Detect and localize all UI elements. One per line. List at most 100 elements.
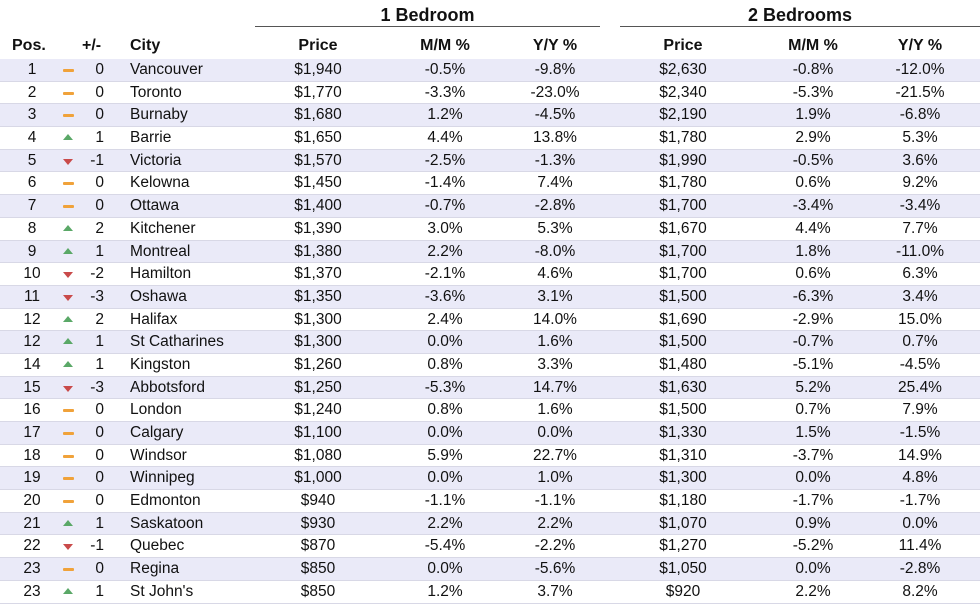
city-cell: Kitchener bbox=[130, 219, 196, 237]
mm-1bed-cell: 4.4% bbox=[427, 129, 463, 147]
table-row: 4 1 Barrie $1,650 4.4% 13.8% $1,780 2.9% 5.3% bbox=[0, 127, 980, 150]
yy-1bed-cell: 14.0% bbox=[533, 310, 577, 328]
price-1bed-cell: $1,370 bbox=[294, 265, 342, 283]
mm-1bed-cell: -0.5% bbox=[424, 61, 466, 78]
table-row: 16 0 London $1,240 0.8% 1.6% $1,500 0.7% 7.9% bbox=[0, 399, 980, 422]
yy-1bed-cell: 1.6% bbox=[537, 333, 573, 351]
dash-icon bbox=[60, 172, 76, 194]
price-1bed-cell: $870 bbox=[300, 537, 336, 555]
price-2bed-cell: $1,670 bbox=[659, 219, 707, 237]
table-row: 1 0 Vancouver $1,940 -0.5% -9.8% $2,630 -0.8% -1… bbox=[0, 59, 980, 82]
up-triangle-icon bbox=[60, 513, 76, 535]
dash-icon bbox=[60, 104, 76, 126]
position-cell: 23 bbox=[23, 582, 41, 600]
yy-1bed-cell: -1.1% bbox=[534, 492, 576, 510]
yy-2bed-cell: 15.0% bbox=[898, 310, 942, 328]
position-cell: 2 bbox=[27, 83, 37, 101]
table-row: 11 -3 Oshawa $1,350 -3.6% 3.1% $1,500 -6.3% 3.4% bbox=[0, 285, 980, 309]
mm-1bed-cell: 0.0% bbox=[427, 560, 463, 578]
yy-2bed-cell: -3.4% bbox=[899, 197, 941, 215]
mm-1bed-cell: 0.0% bbox=[427, 424, 463, 441]
city-cell: St John's bbox=[130, 582, 194, 600]
price-2bed-cell: $1,310 bbox=[659, 446, 707, 464]
yy-1bed-cell: 4.6% bbox=[537, 265, 573, 283]
mm-1bed-cell: 0.8% bbox=[427, 401, 463, 419]
change-cell: -1 bbox=[90, 151, 104, 169]
change-cell: 0 bbox=[95, 197, 104, 215]
mm-1bed-cell: 5.9% bbox=[427, 446, 463, 464]
mm-2bed-cell: -3.4% bbox=[792, 197, 834, 215]
price-2bed-cell: $1,780 bbox=[659, 129, 707, 147]
mm-2bed-cell: -0.7% bbox=[792, 333, 834, 351]
change-cell: -3 bbox=[90, 378, 104, 396]
city-cell: Abbotsford bbox=[130, 378, 205, 396]
yy-1bed-cell: -2.8% bbox=[534, 197, 576, 215]
table-row: 14 1 Kingston $1,260 0.8% 3.3% $1,480 -5.1% -4.5… bbox=[0, 354, 980, 377]
price-2bed-cell: $2,190 bbox=[659, 106, 707, 124]
city-cell: Edmonton bbox=[130, 492, 201, 510]
mm-2bed-cell: -5.1% bbox=[792, 355, 834, 373]
one-bedroom-group-header: 1 Bedroom bbox=[255, 4, 600, 27]
mm-2bed-cell: 0.7% bbox=[795, 401, 831, 419]
yy-1bed-cell: 5.3% bbox=[537, 219, 573, 237]
mm-1bed-header: M/M % bbox=[420, 37, 470, 54]
mm-2bed-header: M/M % bbox=[788, 37, 838, 54]
mm-2bed-cell: -0.5% bbox=[792, 151, 834, 169]
mm-1bed-cell: 2.2% bbox=[427, 242, 463, 260]
price-2bed-header: Price bbox=[663, 37, 703, 54]
table-row: 3 0 Burnaby $1,680 1.2% -4.5% $2,190 1.9% -6.8% bbox=[0, 104, 980, 128]
mm-1bed-cell: -3.3% bbox=[424, 83, 466, 101]
price-1bed-cell: $1,250 bbox=[294, 378, 342, 396]
yy-2bed-cell: 5.3% bbox=[902, 129, 938, 147]
price-1bed-cell: $940 bbox=[300, 492, 336, 510]
table-row: 8 2 Kitchener $1,390 3.0% 5.3% $1,670 4.4% 7.7% bbox=[0, 218, 980, 241]
mm-1bed-cell: -1.4% bbox=[424, 174, 466, 192]
table-row: 18 0 Windsor $1,080 5.9% 22.7% $1,310 -3.7% 14.9… bbox=[0, 445, 980, 468]
price-2bed-cell: $920 bbox=[665, 582, 701, 600]
yy-1bed-cell: 7.4% bbox=[537, 174, 573, 192]
yy-1bed-header: Y/Y % bbox=[532, 37, 578, 54]
yy-2bed-cell: 7.7% bbox=[902, 219, 938, 237]
mm-2bed-cell: 1.5% bbox=[795, 424, 831, 441]
dash-icon bbox=[60, 59, 76, 81]
price-1bed-cell: $1,100 bbox=[294, 424, 342, 441]
change-cell: 0 bbox=[95, 61, 104, 78]
up-triangle-icon bbox=[60, 331, 76, 353]
mm-2bed-cell: 0.6% bbox=[795, 265, 831, 283]
table-row: 21 1 Saskatoon $930 2.2% 2.2% $1,070 0.9% 0.0% bbox=[0, 512, 980, 536]
dash-icon bbox=[60, 558, 76, 580]
city-cell: Kelowna bbox=[130, 174, 190, 192]
price-2bed-cell: $1,330 bbox=[659, 424, 707, 441]
mm-2bed-cell: -6.3% bbox=[792, 287, 834, 305]
table-row: 6 0 Kelowna $1,450 -1.4% 7.4% $1,780 0.6% 9.2% bbox=[0, 172, 980, 196]
mm-1bed-cell: -2.5% bbox=[424, 151, 466, 169]
up-triangle-icon bbox=[60, 354, 76, 376]
change-cell: 2 bbox=[95, 310, 104, 328]
city-cell: Ottawa bbox=[130, 197, 180, 215]
yy-1bed-cell: 22.7% bbox=[533, 446, 577, 464]
dash-icon bbox=[60, 422, 76, 444]
position-cell: 15 bbox=[23, 378, 41, 396]
price-2bed-cell: $1,300 bbox=[659, 469, 707, 487]
price-2bed-cell: $2,630 bbox=[659, 61, 707, 78]
city-cell: Hamilton bbox=[130, 265, 192, 283]
change-cell: 0 bbox=[95, 492, 104, 510]
table-row: 23 0 Regina $850 0.0% -5.6% $1,050 0.0% -2.8% bbox=[0, 558, 980, 581]
mm-2bed-cell: -5.2% bbox=[792, 537, 834, 555]
city-cell: Saskatoon bbox=[130, 514, 204, 532]
mm-2bed-cell: 1.8% bbox=[795, 242, 831, 260]
mm-1bed-cell: -2.1% bbox=[424, 265, 466, 283]
city-cell: Victoria bbox=[130, 151, 182, 169]
price-2bed-cell: $1,070 bbox=[659, 514, 707, 532]
city-cell: Windsor bbox=[130, 446, 187, 464]
pos-header: Pos. bbox=[12, 37, 46, 54]
city-cell: Barrie bbox=[130, 129, 172, 147]
mm-2bed-cell: 4.4% bbox=[795, 219, 831, 237]
yy-1bed-cell: 1.0% bbox=[537, 469, 573, 487]
price-2bed-cell: $1,690 bbox=[659, 310, 707, 328]
price-1bed-cell: $1,380 bbox=[294, 242, 342, 260]
yy-2bed-cell: 14.9% bbox=[898, 446, 942, 464]
city-cell: Toronto bbox=[130, 83, 182, 101]
position-cell: 17 bbox=[23, 424, 41, 441]
price-1bed-cell: $850 bbox=[300, 560, 336, 578]
